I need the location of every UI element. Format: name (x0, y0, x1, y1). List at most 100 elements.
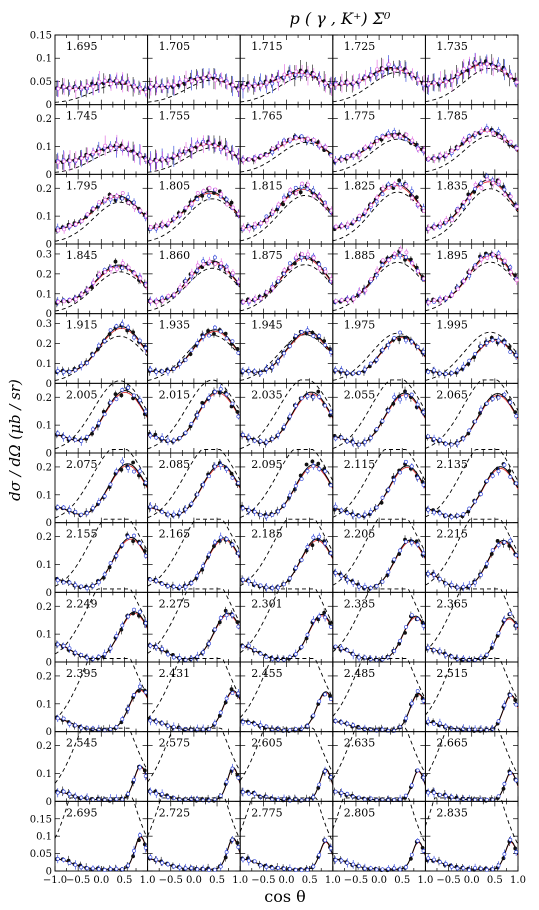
data-point-magenta (189, 201, 194, 206)
data-point-magenta (416, 202, 421, 207)
data-point-blue (264, 514, 269, 519)
panel-energy-label: 2.249 (66, 597, 98, 610)
data-point-blue (345, 439, 350, 444)
data-point-magenta (392, 182, 397, 187)
y-tick-label: 0 (46, 449, 52, 460)
data-point-magenta (357, 78, 362, 83)
model-curve-red (332, 617, 426, 661)
data-point-magenta (264, 153, 269, 158)
panel-energy-label: 2.301 (251, 597, 283, 610)
model-curve-red (425, 467, 519, 518)
data-point-magenta (189, 79, 194, 84)
data-point-magenta (334, 224, 338, 229)
model-curve-red (425, 541, 519, 589)
panel-energy-label: 1.975 (344, 319, 376, 332)
y-tick-label: 0 (46, 309, 52, 320)
data-point-blue (374, 357, 379, 362)
data-point-black (489, 552, 494, 556)
data-point-blue (473, 419, 477, 424)
data-point-blue (154, 369, 159, 374)
data-point-blue (374, 427, 379, 432)
data-point-magenta (467, 137, 472, 142)
data-point-blue (380, 419, 385, 423)
data-point-black (119, 393, 124, 398)
data-point-blue (132, 469, 136, 474)
data-point-blue (339, 574, 344, 578)
data-point-magenta (79, 292, 84, 297)
data-point-black (223, 331, 228, 336)
data-point-blue (132, 200, 136, 205)
data-point-blue (461, 584, 466, 589)
data-point-blue (345, 648, 350, 653)
data-point-blue (380, 495, 385, 500)
data-point-blue (467, 583, 472, 588)
data-point-black (397, 337, 402, 342)
data-point-blue (73, 438, 78, 442)
data-point-blue (264, 655, 269, 659)
data-point-magenta (109, 81, 113, 86)
data-point-blue (368, 436, 373, 440)
model-curve-solid (332, 465, 426, 517)
data-point-magenta (497, 66, 501, 70)
data-point-magenta (282, 268, 287, 273)
data-point-blue (333, 570, 338, 575)
data-point-blue (91, 506, 95, 511)
data-point-blue (166, 512, 170, 517)
data-point-magenta (381, 186, 385, 191)
data-point-magenta (426, 226, 431, 231)
data-point-blue (329, 483, 333, 488)
data-point-blue (195, 573, 200, 578)
data-point-black (217, 620, 222, 625)
data-point-blue (218, 265, 223, 269)
data-point-blue (177, 436, 182, 440)
data-point-magenta (79, 219, 84, 224)
panel-energy-label: 1.805 (159, 179, 191, 192)
data-point-magenta (398, 134, 403, 139)
data-point-blue (323, 200, 327, 205)
data-point-blue (323, 469, 327, 474)
data-point-blue (351, 580, 356, 585)
chart-panel: 2.085 (147, 449, 241, 524)
chart-panel: 2.275 (147, 588, 241, 663)
data-point-blue (386, 487, 391, 492)
data-point-magenta (114, 142, 119, 147)
data-point-blue (55, 431, 60, 436)
model-curve-red (425, 340, 519, 375)
data-point-magenta (497, 179, 501, 184)
panel-energy-label: 2.185 (251, 528, 283, 541)
data-point-blue (85, 655, 90, 660)
data-point-magenta (68, 298, 72, 303)
data-point-blue (287, 344, 292, 348)
data-point-blue (473, 352, 477, 356)
data-point-magenta (404, 184, 409, 188)
data-point-magenta (450, 293, 454, 298)
data-point-blue (120, 266, 125, 270)
data-point-magenta (73, 222, 78, 227)
data-point-blue (166, 438, 170, 443)
data-point-blue (317, 534, 322, 539)
data-point-blue (79, 512, 84, 517)
data-point-blue (218, 329, 223, 334)
data-point-magenta (404, 132, 409, 137)
data-point-blue (438, 649, 442, 654)
data-point-blue (311, 334, 316, 338)
data-point-magenta (201, 75, 206, 80)
model-curve-dashed (332, 588, 426, 653)
data-point-blue (339, 435, 344, 440)
data-point-blue (160, 647, 165, 651)
data-point-magenta (120, 191, 125, 195)
data-point-blue (421, 624, 426, 628)
data-point-magenta (138, 86, 143, 91)
data-point-blue (126, 466, 131, 471)
model-curve-red (240, 540, 334, 589)
data-point-magenta (306, 182, 310, 187)
data-point-blue (415, 476, 420, 480)
data-point-blue (386, 570, 391, 574)
data-point-magenta (357, 152, 362, 157)
chart-panel: 0 0.05 0.1 0.15 1.695 (30, 31, 149, 111)
data-point-magenta (340, 224, 344, 228)
data-point-magenta (178, 285, 183, 290)
data-point-blue (264, 367, 269, 371)
data-point-blue (132, 607, 136, 612)
data-point-magenta (56, 228, 61, 233)
